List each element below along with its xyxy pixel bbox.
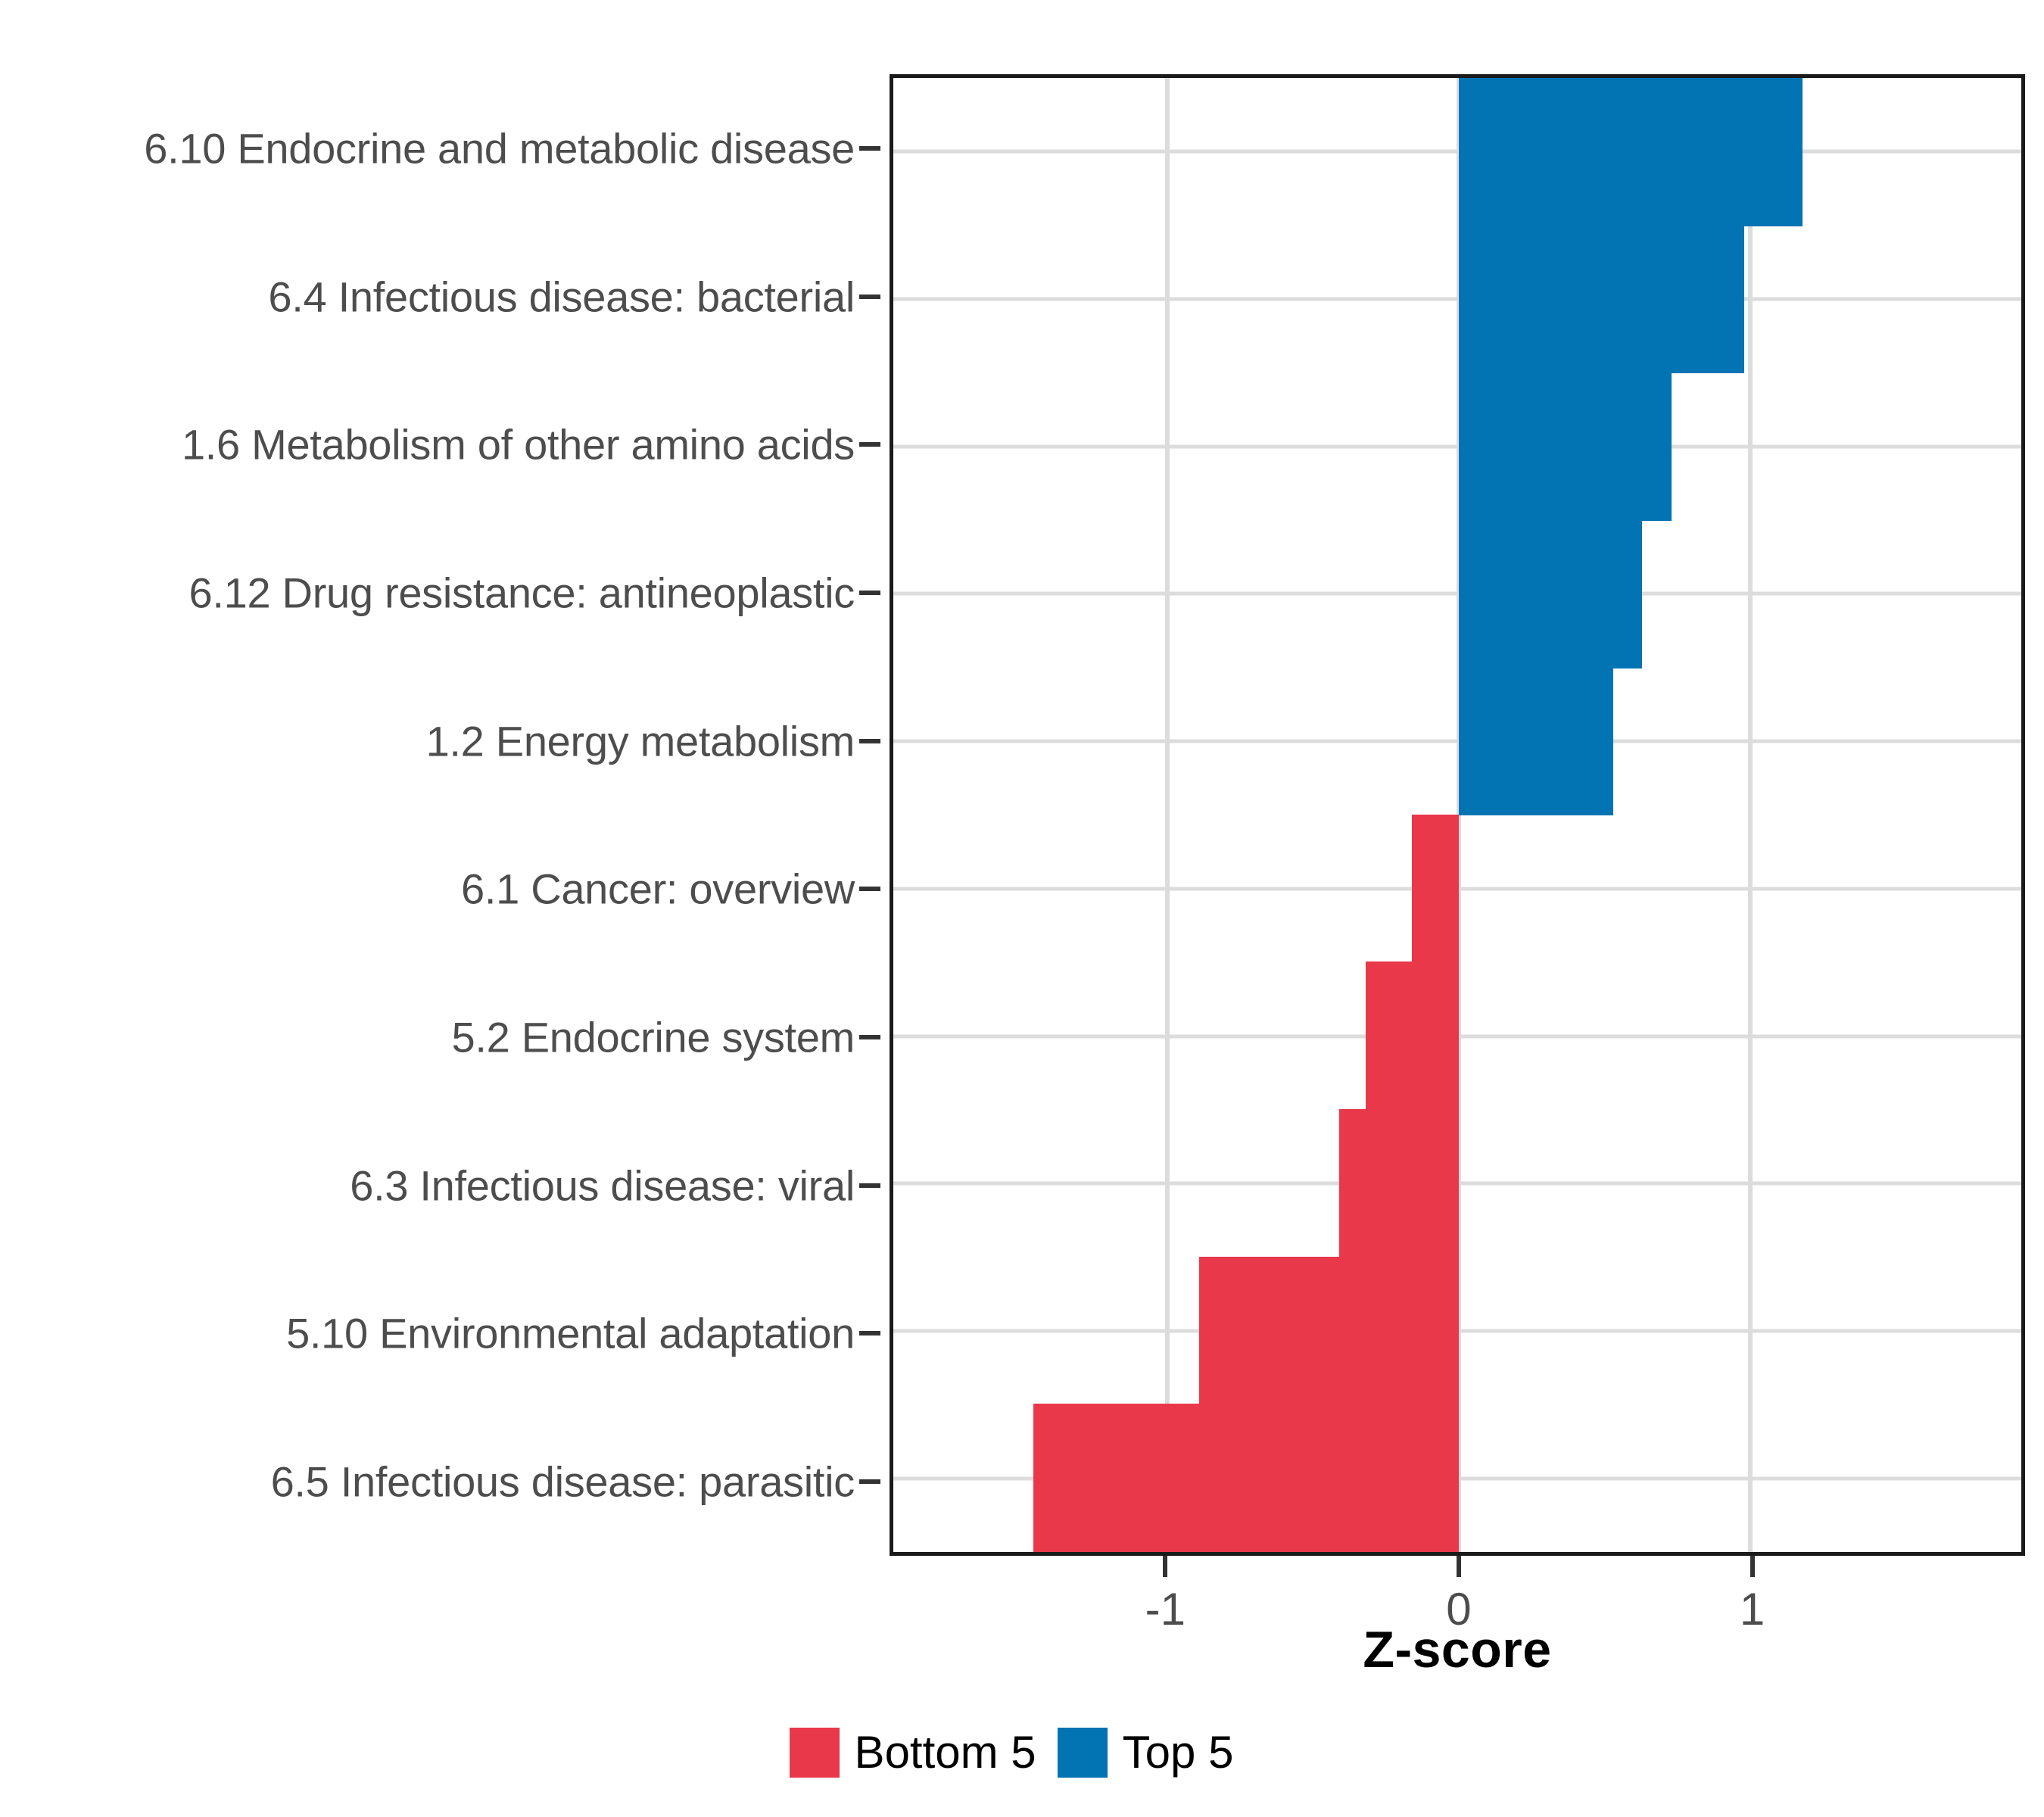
y-axis-tick-label: 6.1 Cancer: overview	[460, 865, 855, 913]
y-axis-labels: 6.10 Endocrine and metabolic disease 6.4 …	[0, 74, 890, 1556]
y-axis-tick-mark	[859, 590, 880, 595]
bar	[1458, 372, 1672, 522]
y-axis-tick-label: 6.10 Endocrine and metabolic disease	[144, 124, 855, 173]
bar	[1458, 224, 1745, 374]
bar	[1339, 1108, 1459, 1258]
bar	[1458, 519, 1643, 669]
y-axis-tick-label: 6.12 Drug resistance: antineoplastic	[189, 569, 855, 617]
x-axis-tick-mark	[1750, 1556, 1755, 1577]
y-axis-tick-label: 6.5 Infectious disease: parasitic	[270, 1457, 855, 1506]
plot-panel	[890, 74, 2025, 1556]
legend-label: Top 5	[1122, 1727, 1234, 1778]
bar	[1365, 961, 1459, 1111]
legend-item[interactable]: Bottom 5	[789, 1726, 1058, 1778]
y-axis-tick-mark	[859, 1183, 880, 1188]
y-axis-tick-label: 6.4 Infectious disease: bacterial	[268, 273, 855, 321]
y-axis-tick-mark	[859, 887, 880, 892]
bar	[1199, 1256, 1459, 1406]
y-axis-tick-mark	[859, 1479, 880, 1485]
y-axis-tick-label: 5.10 Environmental adaptation	[286, 1309, 855, 1357]
gridline-vertical	[1164, 78, 1170, 1552]
legend-swatch	[789, 1727, 840, 1778]
y-axis-tick-label: 1.2 Energy metabolism	[425, 717, 855, 765]
y-axis-tick-label: 6.3 Infectious disease: viral	[350, 1161, 855, 1210]
x-axis-tick-label: -1	[1145, 1584, 1186, 1635]
y-axis-tick-mark	[859, 442, 880, 447]
y-axis-tick-label: 5.2 Endocrine system	[451, 1013, 855, 1061]
gridline-vertical	[1747, 78, 1753, 1552]
x-axis-tick-label: 1	[1739, 1584, 1765, 1635]
y-axis-tick-mark	[859, 1035, 880, 1040]
legend-label: Bottom 5	[854, 1727, 1036, 1778]
x-axis-tick-label: 0	[1446, 1584, 1472, 1635]
legend-item[interactable]: Top 5	[1057, 1726, 1255, 1778]
x-axis-ticks: -1 0 1	[890, 1556, 2025, 1647]
bar	[1033, 1404, 1459, 1552]
x-axis-title: Z-score	[1363, 1621, 1552, 1678]
y-axis-tick-label: 1.6 Metabolism of other amino acids	[181, 420, 855, 469]
bar	[1412, 814, 1459, 964]
bar	[1458, 666, 1613, 816]
x-axis-tick-mark	[1163, 1556, 1168, 1577]
y-axis-tick-mark	[859, 1331, 880, 1336]
bar	[1458, 78, 1803, 226]
x-axis-tick-mark	[1456, 1556, 1461, 1577]
legend: Bottom 5 Top 5	[0, 1726, 2044, 1778]
y-axis-tick-mark	[859, 738, 880, 743]
y-axis-tick-mark	[859, 145, 880, 151]
plot-area	[893, 78, 2021, 1552]
legend-swatch	[1057, 1727, 1108, 1778]
y-axis-tick-mark	[859, 294, 880, 299]
